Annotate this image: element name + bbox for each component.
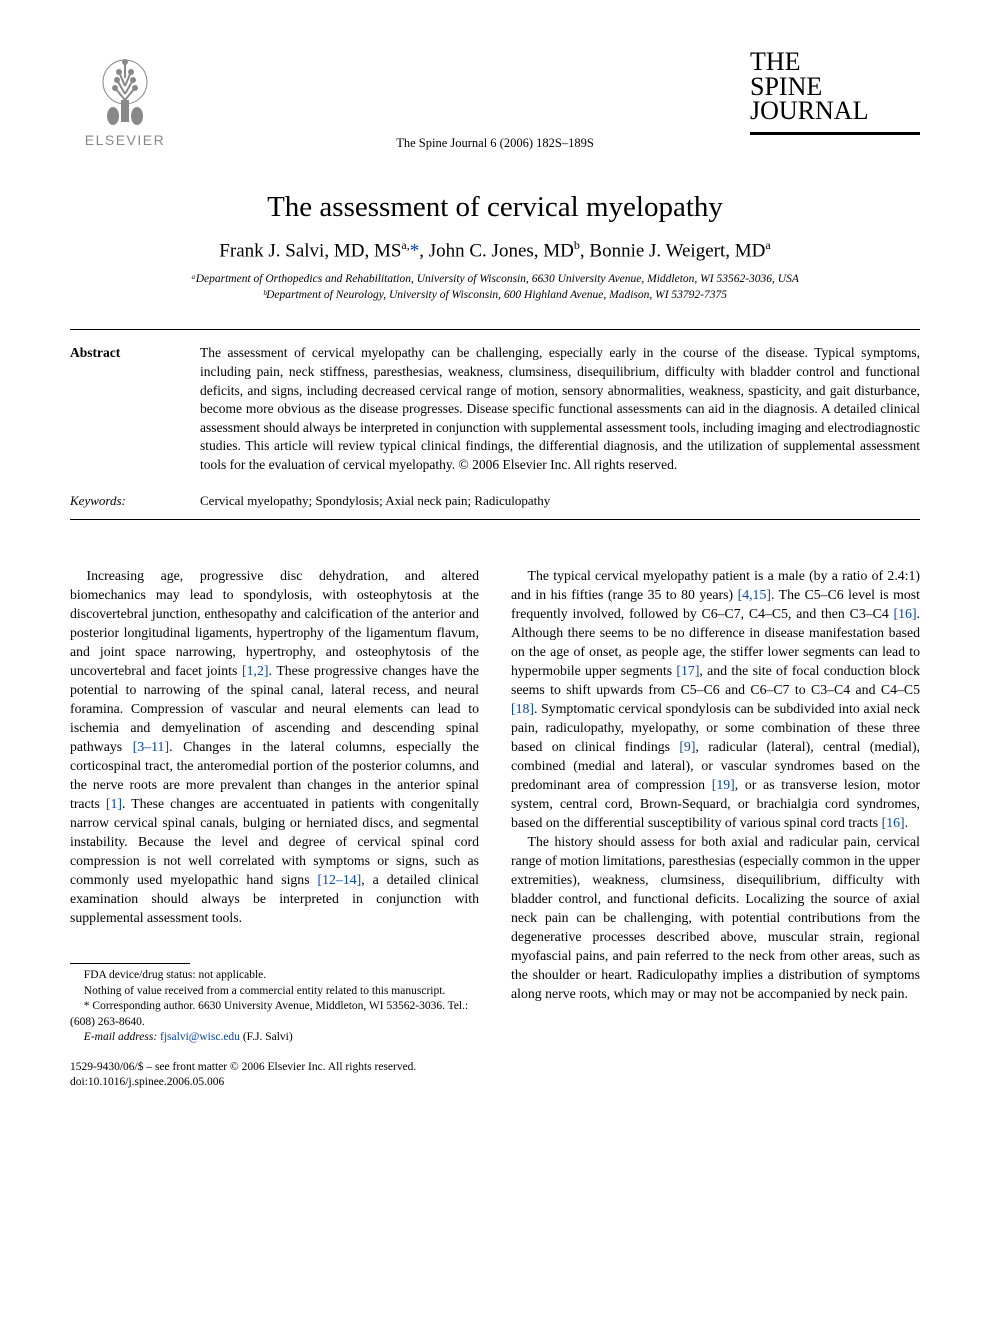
abstract-label: Abstract — [70, 344, 200, 474]
copyright-line: 1529-9430/06/$ – see front matter © 2006… — [70, 1060, 479, 1075]
ref-link[interactable]: [1,2] — [242, 663, 268, 678]
footnote-coi: Nothing of value received from a commerc… — [70, 984, 479, 1000]
publisher-name: ELSEVIER — [85, 132, 165, 148]
affiliation-a: ᵃDepartment of Orthopedics and Rehabilit… — [70, 272, 920, 288]
ref-link[interactable]: [16] — [894, 606, 917, 621]
footnote-email: E-mail address: fjsalvi@wisc.edu (F.J. S… — [70, 1030, 479, 1046]
body-para-3: The history should assess for both axial… — [511, 832, 920, 1003]
email-link[interactable]: fjsalvi@wisc.edu — [160, 1031, 240, 1043]
ref-link[interactable]: [3–11] — [133, 739, 169, 754]
ref-link[interactable]: [18] — [511, 701, 534, 716]
ref-link[interactable]: [16] — [882, 815, 905, 830]
affiliation-b: ᵇDepartment of Neurology, University of … — [70, 288, 920, 304]
author-list: Frank J. Salvi, MD, MSa,*, John C. Jones… — [70, 238, 920, 262]
journal-reference: The Spine Journal 6 (2006) 182S–189S — [70, 136, 920, 151]
doi-line: doi:10.1016/j.spinee.2006.05.006 — [70, 1075, 479, 1090]
keywords-label: Keywords: — [70, 493, 200, 509]
affiliations: ᵃDepartment of Orthopedics and Rehabilit… — [70, 272, 920, 303]
footnote-rule — [70, 963, 190, 964]
column-right: The typical cervical myelopathy patient … — [511, 566, 920, 1090]
journal-name: THE SPINE JOURNAL — [750, 50, 920, 124]
footnote-corresponding: * Corresponding author. 6630 University … — [70, 999, 479, 1030]
article-title: The assessment of cervical myelopathy — [70, 191, 920, 224]
body-para-2: The typical cervical myelopathy patient … — [511, 566, 920, 832]
footer-block: 1529-9430/06/$ – see front matter © 2006… — [70, 1060, 479, 1090]
ref-link[interactable]: [4,15] — [738, 587, 771, 602]
abstract-text: The assessment of cervical myelopathy ca… — [200, 344, 920, 474]
elsevier-tree-icon — [85, 50, 165, 130]
keywords-text: Cervical myelopathy; Spondylosis; Axial … — [200, 493, 550, 509]
ref-link[interactable]: [1] — [106, 796, 122, 811]
body-para-1: Increasing age, progressive disc dehydra… — [70, 566, 479, 928]
ref-link[interactable]: [12–14] — [318, 872, 362, 887]
footnote-fda: FDA device/drug status: not applicable. — [70, 968, 479, 984]
ref-link[interactable]: [17] — [676, 663, 699, 678]
journal-underline — [750, 132, 920, 135]
publisher-logo: ELSEVIER — [70, 50, 180, 148]
keywords-block: Keywords: Cervical myelopathy; Spondylos… — [70, 485, 920, 519]
header-row: ELSEVIER THE SPINE JOURNAL — [70, 50, 920, 148]
email-name: (F.J. Salvi) — [243, 1031, 293, 1043]
email-label: E-mail address: — [84, 1031, 157, 1043]
column-left: Increasing age, progressive disc dehydra… — [70, 566, 479, 1090]
footnotes: FDA device/drug status: not applicable. … — [70, 968, 479, 1046]
ref-link[interactable]: [19] — [712, 777, 735, 792]
rule-bottom — [70, 519, 920, 520]
ref-link[interactable]: [9] — [679, 739, 695, 754]
abstract-block: Abstract The assessment of cervical myel… — [70, 330, 920, 484]
journal-logo: THE SPINE JOURNAL — [750, 50, 920, 135]
body-columns: Increasing age, progressive disc dehydra… — [70, 566, 920, 1090]
